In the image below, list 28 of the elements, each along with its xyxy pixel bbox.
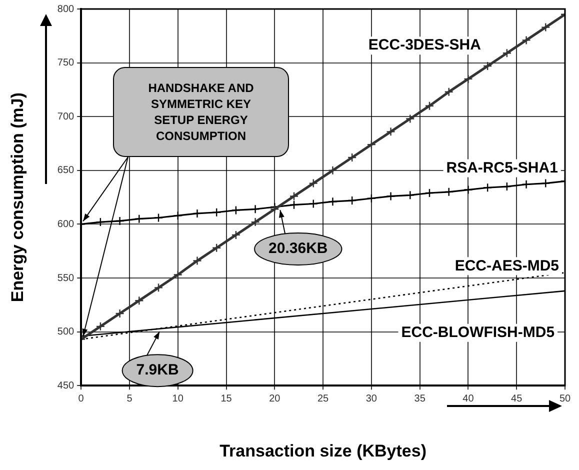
y-tick-label: 450 [57,380,75,392]
y-tick-label: 500 [57,326,75,338]
x-tick-label: 5 [126,393,133,404]
x-tick-label: 45 [511,393,523,404]
x-tick-label: 35 [414,393,426,404]
series-label: ECC-3DES-SHA [368,36,482,54]
x-tick-label: 50 [559,393,571,404]
x-tick-label: 30 [366,393,378,404]
y-axis-title: Energy consumption (mJ) [8,92,27,302]
series-label: RSA-RC5-SHA1 [446,159,558,176]
x-axis-title: Transaction size (KBytes) [220,441,426,460]
annotation: 7.9KB [136,362,179,379]
y-tick-label: 800 [57,4,75,15]
x-tick-label: 0 [78,393,84,404]
y-tick-label: 750 [57,58,75,69]
series-label: ECC-BLOWFISH-MD5 [401,324,555,342]
x-tick-label: 15 [220,393,232,404]
x-tick-label: 25 [317,393,330,404]
y-tick-label: 650 [57,165,75,176]
callout-box: HANDSHAKE AND SYMMETRIC KEY SETUP ENERGY CONSUMPTION [113,67,289,157]
x-tick-label: 10 [172,393,184,404]
y-tick-label: 600 [57,218,75,230]
y-tick-label: 700 [57,111,75,122]
series-label: ECC-AES-MD5 [454,257,560,274]
x-tick-label: 40 [462,393,474,404]
annotation: 20.36KB [268,240,328,258]
y-tick-label: 550 [57,272,75,284]
x-tick-label: 20 [269,393,281,404]
